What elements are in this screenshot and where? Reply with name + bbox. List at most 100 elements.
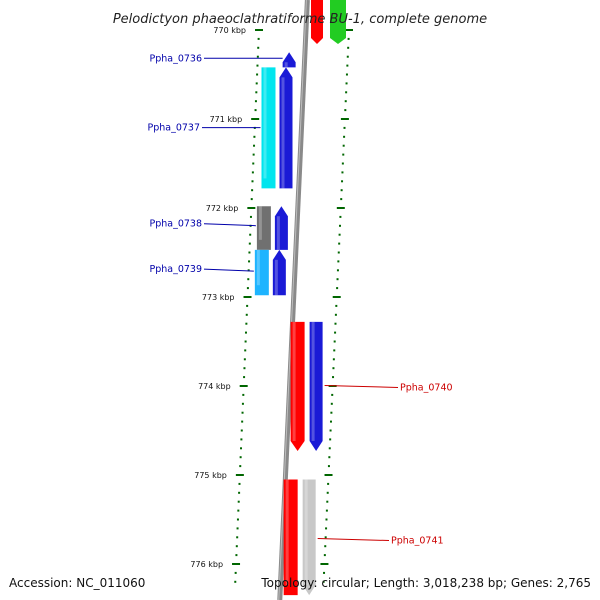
kbp-label: 773 kbp — [202, 293, 235, 302]
label-connector — [317, 538, 390, 542]
major-tick — [247, 207, 256, 209]
gene-label-Ppha_0736[interactable]: Ppha_0736 — [149, 53, 202, 64]
minor-tick — [330, 402, 333, 405]
minor-tick — [252, 153, 255, 156]
gene-label-Ppha_0737[interactable]: Ppha_0737 — [147, 123, 200, 134]
minor-tick — [240, 429, 243, 432]
minor-tick — [248, 251, 251, 254]
gene-label-Ppha_0740[interactable]: Ppha_0740 — [400, 382, 453, 393]
minor-tick — [251, 171, 254, 174]
minor-tick — [342, 144, 345, 147]
minor-tick — [250, 198, 253, 201]
minor-tick — [241, 420, 244, 423]
minor-tick — [248, 242, 251, 245]
kbp-label: 770 kbp — [213, 26, 246, 35]
minor-tick — [334, 322, 337, 325]
minor-tick — [326, 491, 329, 494]
gene-highlight — [311, 321, 315, 441]
minor-tick — [244, 349, 247, 352]
minor-tick — [245, 313, 248, 316]
minor-tick — [339, 215, 342, 218]
gene-arrow-Ppha_0736[interactable] — [282, 52, 296, 68]
minor-tick — [336, 287, 339, 290]
gene-homolog-block-Ppha_0739[interactable] — [254, 249, 269, 296]
minor-tick — [346, 64, 349, 67]
minor-tick — [338, 242, 341, 245]
minor-tick — [238, 491, 241, 494]
minor-tick — [333, 340, 336, 343]
major-tick — [336, 207, 345, 209]
minor-tick — [246, 304, 249, 307]
minor-tick — [341, 162, 344, 165]
minor-tick — [334, 313, 337, 316]
minor-tick — [336, 269, 339, 272]
gene-arrow-Ppha_0740[interactable] — [309, 321, 323, 451]
minor-tick — [256, 55, 259, 58]
minor-tick — [245, 322, 248, 325]
minor-tick — [329, 429, 332, 432]
minor-tick — [337, 251, 340, 254]
gene-highlight — [285, 479, 289, 586]
major-tick — [243, 296, 252, 298]
minor-tick — [254, 109, 257, 112]
minor-tick — [244, 331, 247, 334]
genome-backbone-highlight — [278, 0, 307, 600]
minor-tick — [329, 438, 332, 441]
minor-tick — [256, 73, 259, 76]
gene-homolog-block-Ppha_0741[interactable] — [283, 479, 298, 596]
gene-homolog-block-Ppha_0737[interactable] — [261, 67, 276, 189]
minor-tick — [253, 135, 256, 138]
minor-tick — [338, 233, 341, 236]
minor-tick — [340, 189, 343, 192]
minor-tick — [236, 518, 239, 521]
minor-tick — [329, 420, 332, 423]
gene-homolog-block-Ppha_0740[interactable] — [290, 321, 305, 451]
minor-tick — [328, 456, 331, 459]
minor-tick — [248, 260, 251, 263]
minor-tick — [236, 536, 239, 539]
major-tick — [232, 563, 241, 565]
minor-tick — [322, 580, 325, 583]
gene-label-Ppha_0741[interactable]: Ppha_0741 — [391, 536, 444, 547]
minor-tick — [327, 465, 330, 468]
topology-text: Topology: circular; Length: 3,018,238 bp… — [260, 576, 591, 590]
minor-tick — [325, 518, 328, 521]
gene-homolog-block-Ppha_0738[interactable] — [256, 206, 271, 250]
minor-tick — [346, 55, 349, 58]
tick-layer — [232, 29, 353, 583]
minor-tick — [243, 367, 246, 370]
genome-title: Pelodictyon phaeoclathratiforme BU-1, co… — [113, 12, 487, 27]
minor-tick — [338, 224, 341, 227]
minor-tick — [331, 393, 334, 396]
kbp-label: 774 kbp — [198, 382, 231, 391]
minor-tick — [239, 456, 242, 459]
minor-tick — [324, 536, 327, 539]
minor-tick — [347, 37, 350, 40]
major-tick — [345, 29, 353, 31]
gene-highlight — [276, 216, 280, 250]
gene-arrow-Ppha_0739[interactable] — [272, 249, 286, 296]
gene-label-Ppha_0739[interactable]: Ppha_0739 — [149, 264, 202, 275]
minor-tick — [345, 91, 348, 94]
gene-highlight — [274, 259, 278, 296]
minor-tick — [241, 402, 244, 405]
gene-label-Ppha_0738[interactable]: Ppha_0738 — [149, 219, 202, 230]
minor-tick — [251, 189, 254, 192]
minor-tick — [344, 100, 347, 103]
gene-arrow-Ppha_0737[interactable] — [279, 67, 293, 189]
minor-tick — [249, 215, 252, 218]
minor-tick — [335, 304, 338, 307]
minor-tick — [236, 527, 239, 530]
gene-arrow-Ppha_0738[interactable] — [274, 206, 288, 250]
gene-arrow-Ppha_0741[interactable] — [302, 479, 316, 596]
gene-highlight — [258, 206, 262, 240]
minor-tick — [243, 376, 246, 379]
minor-tick — [235, 554, 238, 557]
minor-tick — [323, 571, 326, 574]
major-tick — [239, 385, 248, 387]
minor-tick — [340, 198, 343, 201]
label-connector — [324, 384, 399, 388]
